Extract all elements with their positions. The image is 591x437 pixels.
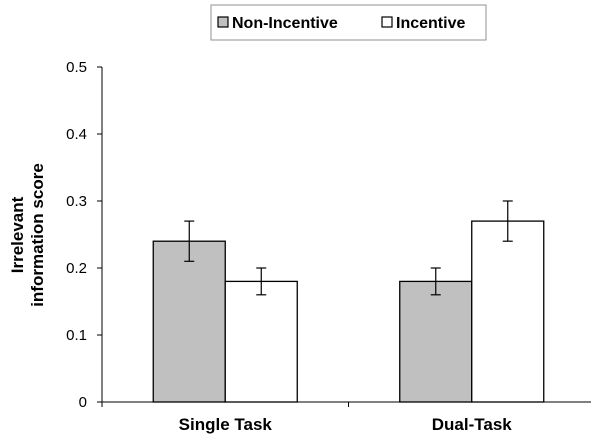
plot-area: [152, 200, 545, 403]
legend-swatch-incentive: [381, 16, 393, 28]
bar-non-incentive-dual-task: [399, 280, 473, 403]
y-tick-label: 0.5: [66, 59, 87, 76]
legend-box: [210, 4, 487, 41]
legend-label-incentive: Incentive: [396, 15, 465, 32]
y-axis-title-line-2: information score: [28, 163, 47, 307]
x-category-label: Dual-Task: [432, 415, 513, 434]
bar-non-incentive-single-task: [152, 240, 226, 403]
legend-label-non-incentive: Non-Incentive: [232, 15, 338, 32]
y-tick-label: 0.2: [66, 260, 87, 277]
y-axis-title: Irrelevant information score: [8, 163, 47, 307]
y-axis: 0 0.1 0.2 0.3 0.4 0.5: [66, 59, 103, 411]
x-axis: Single Task Dual-Task: [101, 401, 591, 434]
y-axis-title-line-1: Irrelevant: [8, 196, 27, 273]
y-tick-label: 0.1: [66, 327, 87, 344]
legend-swatch-non-incentive: [217, 16, 229, 28]
y-tick-label: 0.4: [66, 126, 87, 143]
y-tick-label: 0: [79, 394, 87, 411]
x-category-label: Single Task: [179, 415, 273, 434]
bar-incentive-dual-task: [471, 220, 545, 403]
legend: Non-Incentive Incentive: [210, 4, 487, 41]
bar-incentive-single-task: [224, 280, 298, 403]
y-tick-label: 0.3: [66, 193, 87, 210]
